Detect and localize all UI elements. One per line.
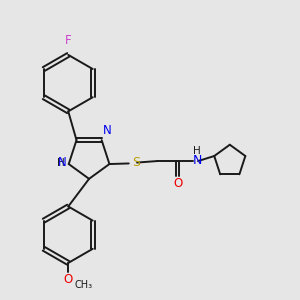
Text: S: S [133, 156, 141, 169]
Text: H: H [57, 158, 65, 168]
Text: O: O [173, 177, 182, 190]
Text: CH₃: CH₃ [75, 280, 93, 290]
Text: N: N [103, 124, 111, 136]
Text: O: O [64, 273, 73, 286]
Text: N: N [193, 154, 203, 167]
Text: N: N [58, 156, 66, 169]
Text: F: F [65, 34, 72, 47]
Text: H: H [193, 146, 201, 156]
